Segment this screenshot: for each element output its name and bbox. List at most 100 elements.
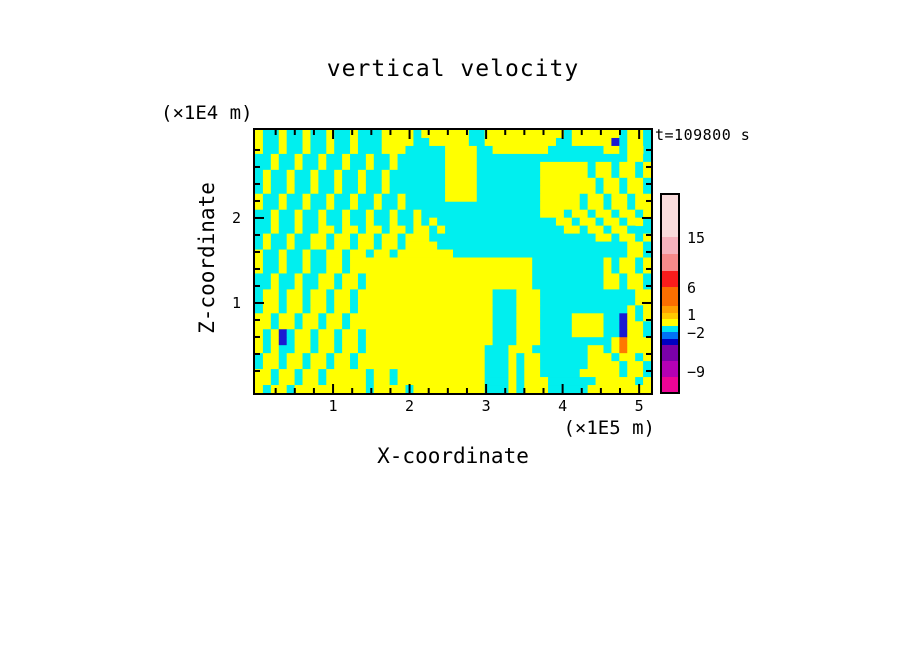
contour-cell (619, 265, 636, 274)
contour-cell (270, 177, 288, 187)
contour-cell (635, 233, 644, 242)
contour-cell (255, 257, 264, 266)
contour-cell (365, 369, 375, 378)
contour-cell (365, 281, 533, 290)
contour-cell (611, 137, 620, 147)
contour-cell (270, 329, 280, 338)
contour-cell (603, 273, 620, 282)
contour-cell (619, 137, 628, 147)
contour-cell (389, 217, 398, 227)
contour-cell (540, 193, 581, 203)
contour-cell (318, 153, 327, 163)
contour-cell (611, 353, 620, 362)
contour-cell (262, 345, 272, 354)
contour-cell (365, 345, 486, 354)
contour-cell (342, 209, 351, 219)
contour-cell (579, 201, 589, 211)
contour-cell (373, 193, 383, 203)
contour-cell (548, 377, 596, 386)
contour-cell (262, 130, 280, 139)
contour-cell (334, 329, 343, 338)
contour-cell (350, 137, 359, 147)
contour-cell (302, 201, 311, 211)
contour-cell (302, 257, 311, 266)
contour-cell (350, 297, 359, 306)
colorbar-tick-label: 1 (687, 306, 697, 324)
contour-cell (294, 209, 303, 219)
contour-cell (302, 281, 319, 290)
contour-cell (255, 217, 272, 227)
contour-cell (310, 241, 327, 250)
contour-cell (342, 321, 351, 330)
contour-cell (627, 217, 644, 227)
contour-cell (262, 329, 272, 338)
contour-cell (326, 377, 367, 386)
contour-cell (627, 321, 644, 330)
contour-cell (540, 321, 573, 330)
contour-cell (445, 153, 478, 163)
contour-cell (350, 257, 533, 266)
contour-cell (326, 369, 367, 378)
contour-cell (595, 185, 604, 195)
contour-cell (326, 249, 343, 258)
contour-cell (262, 201, 280, 211)
contour-cell (255, 369, 272, 378)
contour-cell (365, 273, 533, 282)
contour-cell (334, 281, 343, 290)
contour-cell (381, 185, 391, 195)
contour-cell (310, 201, 327, 211)
contour-cell (445, 145, 478, 155)
colorbar (660, 193, 680, 394)
contour-cell (563, 225, 581, 235)
colorbar-segment (662, 338, 678, 345)
contour-cell (627, 305, 636, 314)
colorbar-segment (662, 271, 678, 287)
contour-cell (389, 185, 446, 195)
contour-cell (643, 233, 651, 242)
contour-cell (611, 169, 620, 179)
contour-cell (334, 289, 351, 298)
contour-cell (643, 209, 651, 219)
contour-cell (326, 201, 335, 211)
contour-cell (508, 369, 517, 378)
contour-cell (334, 305, 351, 314)
contour-cell (540, 313, 573, 322)
contour-cell (381, 169, 391, 179)
contour-cell (627, 241, 644, 250)
contour-cell (635, 377, 644, 386)
contour-cell (255, 321, 272, 330)
contour-cell (643, 305, 651, 314)
contour-cell (611, 201, 628, 211)
contour-cell (603, 257, 612, 266)
contour-cell (587, 225, 604, 235)
contour-cell (334, 137, 351, 147)
contour-cell (262, 385, 272, 393)
contour-cell (595, 161, 612, 171)
contour-cell (389, 153, 398, 163)
contour-cell (357, 193, 375, 203)
contour-cell (603, 193, 612, 203)
contour-cell (350, 353, 359, 362)
contour-cell (365, 337, 493, 346)
contour-cell (350, 241, 359, 250)
contour-cell (635, 169, 644, 179)
contour-cell (548, 385, 589, 393)
contour-cell (524, 369, 541, 378)
contour-cell (342, 281, 359, 290)
contour-cell (405, 233, 430, 242)
contour-cell (611, 161, 620, 171)
contour-cell (492, 321, 517, 330)
contour-cell (381, 145, 406, 155)
contour-cell (286, 257, 303, 266)
contour-cell (373, 153, 391, 163)
contour-cell (255, 161, 272, 171)
contour-cell (381, 225, 391, 235)
contour-cell (365, 385, 375, 393)
contour-cell (286, 353, 303, 362)
contour-cell (278, 337, 288, 346)
contour-cell (302, 249, 311, 258)
contour-cell (262, 185, 272, 195)
contour-cell (294, 241, 311, 250)
contour-cell (357, 329, 367, 338)
contour-cell (437, 217, 557, 227)
